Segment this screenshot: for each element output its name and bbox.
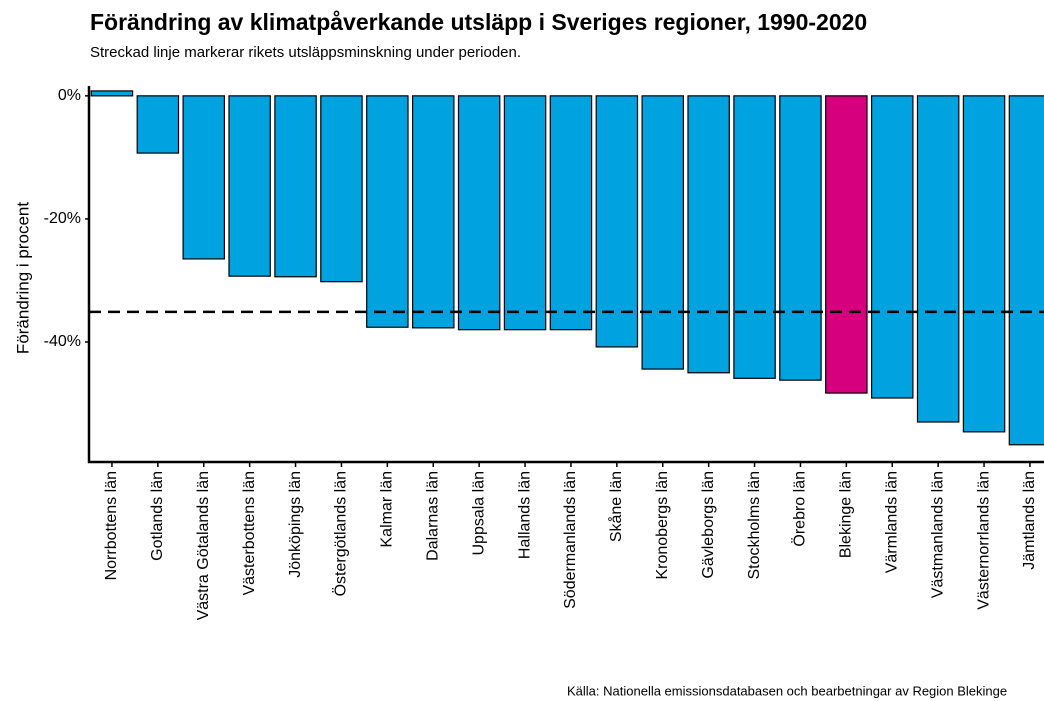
x-tick-label: Södermanlands län — [562, 471, 579, 609]
y-tick-label: -40% — [44, 333, 81, 350]
bar — [549, 95, 593, 331]
bar — [366, 95, 409, 328]
bar — [825, 95, 868, 394]
bar — [779, 95, 822, 381]
x-tick-label: Dalarnas län — [424, 471, 441, 561]
bar — [503, 95, 547, 331]
x-tick-label: Stockholms län — [746, 471, 763, 580]
x-tick-label: Västmanlands län — [929, 471, 946, 598]
y-axis-label: Förändring i procent — [13, 202, 32, 354]
x-tick-label: Västra Götalands län — [195, 471, 212, 620]
x-tick-label: Värmlands län — [883, 471, 900, 573]
x-tick-label: Blekinge län — [838, 471, 855, 558]
bar — [457, 95, 501, 331]
chart-title: Förändring av klimatpåverkande utsläpp i… — [90, 9, 867, 35]
bar — [274, 95, 317, 278]
bar — [687, 95, 730, 374]
x-tick-label: Jönköpings län — [287, 471, 304, 578]
x-tick-label: Kronobergs län — [654, 471, 671, 580]
bar — [182, 95, 226, 260]
y-tick-label: 0% — [58, 87, 81, 104]
bar — [595, 95, 639, 348]
bar — [228, 95, 271, 277]
y-tick-label: -20% — [44, 210, 81, 227]
x-tick-label: Kalmar län — [379, 471, 396, 547]
x-tick-label: Norrbottens län — [103, 471, 120, 580]
x-tick-label: Gotlands län — [149, 471, 166, 561]
chart-subtitle: Streckad linje markerar rikets utsläppsm… — [90, 44, 521, 61]
bar — [870, 95, 914, 399]
x-tick-label: Östergötlands län — [332, 471, 350, 596]
x-tick-label: Uppsala län — [470, 471, 487, 556]
x-tick-label: Skåne län — [607, 471, 625, 542]
source: Källa: Nationella emissionsdatabasen och… — [567, 683, 1007, 698]
bar — [90, 90, 134, 97]
bar — [320, 95, 363, 283]
x-tick-label: Västerbottens län — [241, 471, 258, 596]
x-tick-label: Jämtlands län — [1021, 471, 1038, 570]
bar — [733, 95, 776, 379]
x-tick-label: Örebro län — [791, 471, 809, 547]
bar — [962, 95, 1006, 433]
x-tick-label: Hallands län — [516, 471, 533, 559]
bar — [136, 95, 180, 154]
x-tick-label: Västernorrlands län — [975, 471, 992, 610]
bar — [916, 95, 960, 423]
bar — [411, 95, 455, 329]
bar — [641, 95, 685, 370]
bar — [1008, 95, 1044, 446]
x-tick-label: Gävleborgs län — [700, 471, 717, 579]
